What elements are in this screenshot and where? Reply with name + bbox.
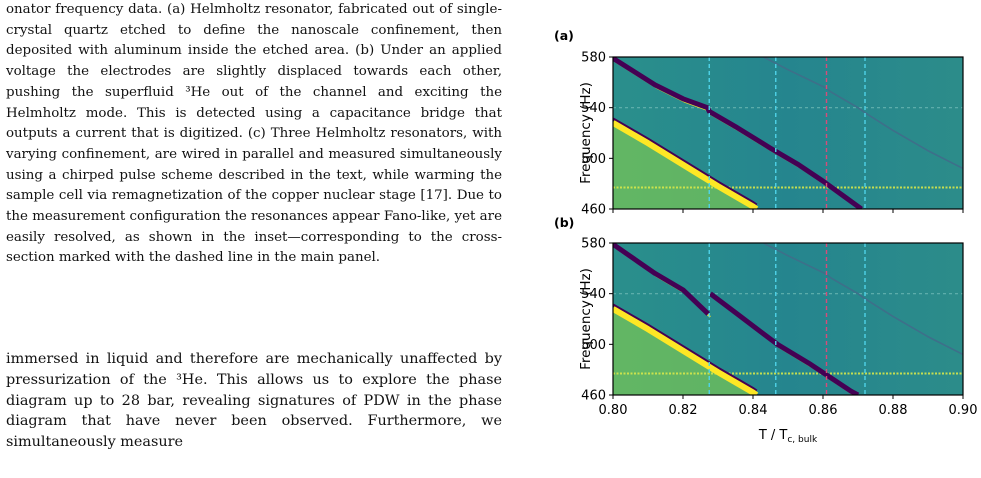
resonance-band xyxy=(613,243,710,316)
figure: 460 500 540 580 Frequency (Hz) (a) 460 500 540 5… xyxy=(510,0,981,478)
panel-a: 460 500 540 580 Frequency (Hz) (a) xyxy=(554,28,964,218)
figure-svg: 460 500 540 580 Frequency (Hz) (a) 460 500 540 5… xyxy=(554,28,977,445)
panel-label: (a) xyxy=(554,28,574,43)
y-tick-label: 540 xyxy=(581,101,606,116)
figure-caption: onator frequency data. (a) Helmholtz res… xyxy=(6,2,502,266)
x-tick-label: 0.90 xyxy=(949,403,978,418)
y-tick-label: 500 xyxy=(581,152,606,167)
y-axis-label: Frequency (Hz) xyxy=(578,268,594,370)
panel-label: (b) xyxy=(554,215,574,230)
axes-frame xyxy=(612,56,964,210)
resonance-band xyxy=(613,120,759,209)
resonance-band xyxy=(763,57,963,170)
heatmap-plot-area xyxy=(613,57,963,209)
resonance-band xyxy=(708,291,860,395)
y-tick-label: 580 xyxy=(581,237,606,252)
x-tick-label: 0.80 xyxy=(599,403,628,418)
panel-b: 460 500 540 580 0.80 0.82 0.84 0.86 0.88 0.90 Freq… xyxy=(554,215,977,445)
x-tick-label: 0.84 xyxy=(739,403,768,418)
x-tick-label: 0.88 xyxy=(879,403,908,418)
resonance-band xyxy=(613,57,863,209)
axes-frame xyxy=(612,242,964,396)
y-tick-label: 460 xyxy=(581,203,606,218)
resonance-band xyxy=(763,243,963,356)
y-axis-label: Frequency (Hz) xyxy=(578,82,594,184)
y-tick-label: 540 xyxy=(581,287,606,302)
resonance-band xyxy=(613,306,759,395)
x-tick-label: 0.82 xyxy=(669,403,698,418)
band-shadow xyxy=(613,117,758,207)
band-shadow xyxy=(613,303,758,393)
y-tick-label: 580 xyxy=(581,51,606,66)
body-paragraph: immersed in liquid and therefore are mec… xyxy=(6,351,502,451)
x-tick-label: 0.86 xyxy=(809,403,838,418)
heatmap-plot-area xyxy=(613,243,963,395)
y-tick-label: 460 xyxy=(581,389,606,404)
y-tick-label: 500 xyxy=(581,338,606,353)
x-axis-label: T / Tc, bulk xyxy=(758,428,818,445)
